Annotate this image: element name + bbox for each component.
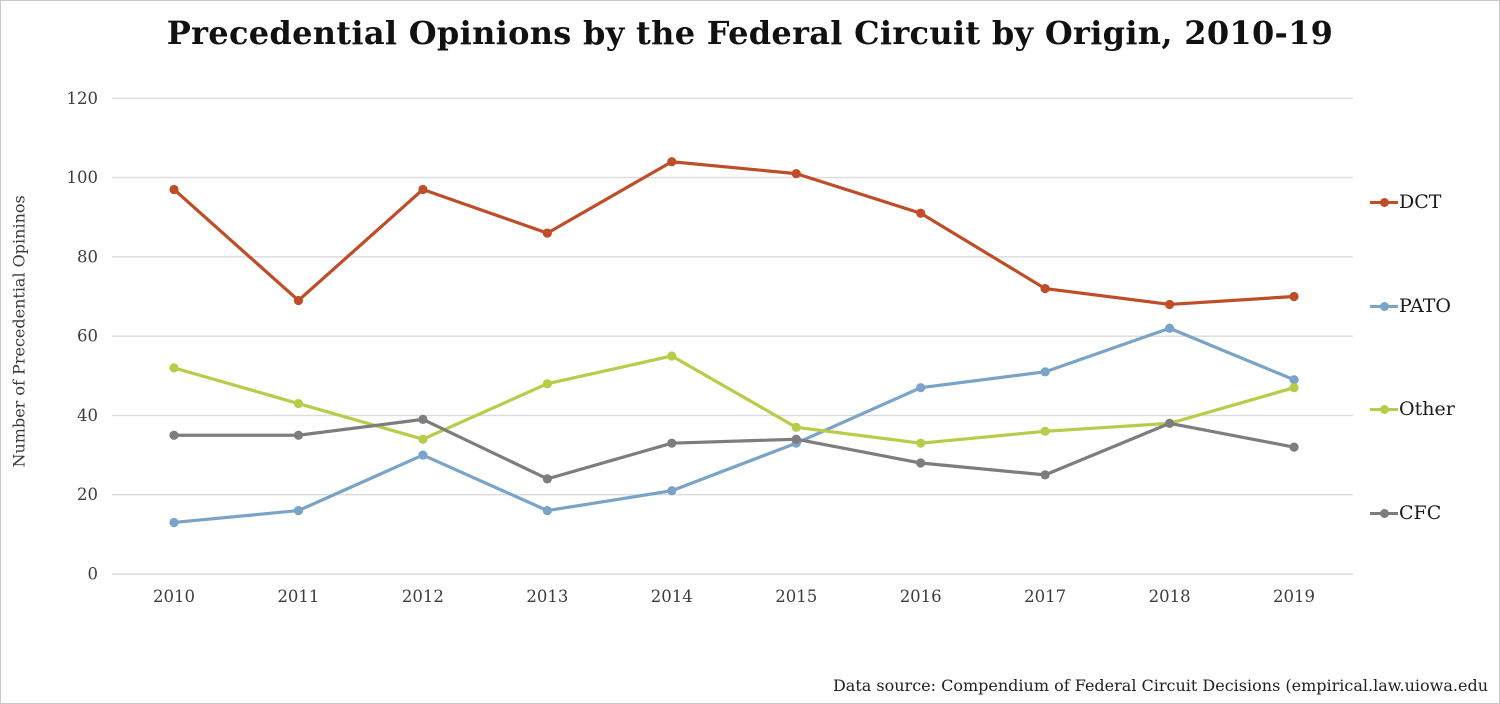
legend-label-cfc: CFC: [1399, 502, 1442, 524]
x-tick-label: 2016: [900, 587, 942, 606]
data-point-cfc-2019: [1289, 442, 1299, 452]
data-point-pato-2016: [916, 383, 926, 393]
x-tick-label: 2013: [526, 587, 568, 606]
data-point-pato-2012: [418, 450, 428, 460]
data-point-cfc-2014: [667, 438, 677, 448]
y-tick-label: 80: [77, 247, 98, 266]
data-point-dct-2018: [1165, 299, 1175, 310]
legend-item-dct: DCT: [1370, 190, 1441, 214]
legend-item-pato: PATO: [1370, 294, 1451, 318]
data-point-other-2017: [1040, 426, 1050, 436]
x-tick-label: 2015: [775, 587, 817, 606]
data-point-cfc-2010: [169, 430, 179, 440]
chart-title: Precedential Opinions by the Federal Cir…: [166, 14, 1334, 52]
data-point-cfc-2013: [542, 474, 552, 484]
data-point-dct-2017: [1040, 283, 1050, 294]
y-tick-label: 0: [88, 565, 99, 584]
data-point-cfc-2018: [1165, 418, 1175, 428]
legend-label-other: Other: [1399, 398, 1455, 420]
data-point-other-2015: [791, 422, 801, 432]
data-point-pato-2013: [542, 505, 552, 516]
series-line-pato: [172, 326, 1296, 525]
data-point-pato-2018: [1165, 323, 1175, 333]
cfc-line-marker-icon: [1370, 501, 1398, 525]
dct-line-marker-icon: [1370, 190, 1398, 214]
data-point-dct-2013: [542, 228, 552, 238]
data-point-dct-2011: [293, 295, 304, 306]
data-point-pato-2017: [1040, 367, 1050, 377]
data-point-pato-2011: [293, 505, 304, 516]
data-point-pato-2010: [169, 517, 179, 528]
y-tick-label: 100: [67, 168, 99, 187]
data-point-cfc-2011: [293, 430, 304, 440]
data-point-dct-2015: [791, 169, 801, 179]
y-tick-label: 60: [77, 327, 98, 346]
data-point-other-2016: [916, 438, 926, 448]
x-tick-label: 2018: [1149, 587, 1191, 606]
data-point-other-2012: [418, 434, 428, 444]
chart-legend: DCT PATO Other CFC: [1370, 1, 1495, 703]
x-tick-label: 2012: [402, 587, 444, 606]
series-line-dct: [172, 160, 1296, 307]
pato-line-marker-icon: [1370, 294, 1398, 318]
data-point-other-2019: [1289, 383, 1299, 393]
data-point-other-2013: [542, 379, 552, 389]
data-point-pato-2019: [1289, 375, 1299, 385]
data-point-cfc-2017: [1040, 470, 1050, 480]
data-point-pato-2014: [667, 486, 677, 496]
data-point-cfc-2016: [916, 458, 926, 468]
x-tick-label: 2011: [277, 587, 319, 606]
data-point-dct-2014: [667, 157, 677, 167]
x-tick-label: 2017: [1024, 587, 1066, 606]
x-tick-label: 2010: [153, 587, 195, 606]
series-line-other: [172, 354, 1296, 445]
data-point-cfc-2012: [418, 414, 428, 424]
data-point-other-2014: [667, 351, 677, 361]
legend-label-pato: PATO: [1399, 295, 1451, 317]
data-point-other-2011: [293, 398, 304, 409]
data-point-dct-2012: [418, 184, 428, 195]
other-line-marker-icon: [1370, 397, 1398, 421]
data-point-cfc-2015: [791, 434, 801, 444]
legend-item-cfc: CFC: [1370, 501, 1441, 525]
data-point-dct-2010: [169, 184, 179, 195]
x-tick-label: 2019: [1273, 587, 1315, 606]
legend-label-dct: DCT: [1399, 191, 1442, 213]
data-source-note: Data source: Compendium of Federal Circu…: [832, 676, 1488, 695]
y-tick-label: 40: [77, 406, 98, 425]
data-point-dct-2019: [1289, 291, 1299, 302]
legend-item-other: Other: [1370, 397, 1455, 421]
y-tick-label: 120: [67, 89, 99, 108]
data-point-dct-2016: [916, 208, 926, 218]
series-line-cfc: [172, 417, 1296, 481]
x-tick-label: 2014: [651, 587, 693, 606]
data-point-other-2010: [169, 363, 179, 373]
y-tick-label: 20: [77, 485, 98, 504]
